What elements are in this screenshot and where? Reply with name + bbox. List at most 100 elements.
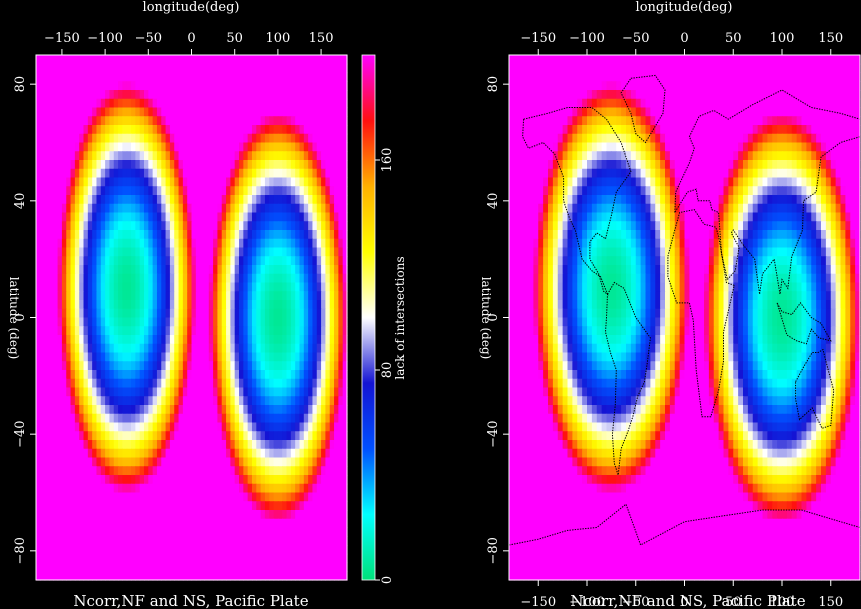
left-heatmap-cell bbox=[195, 466, 201, 476]
left-heatmap-cell bbox=[299, 492, 305, 502]
left-heatmap-cell bbox=[61, 90, 67, 100]
left-heatmap-cell bbox=[286, 160, 292, 170]
right-heatmap-cell bbox=[840, 98, 846, 109]
left-heatmap-cell bbox=[53, 256, 59, 266]
left-heatmap-cell bbox=[256, 553, 262, 564]
left-heatmap-cell bbox=[135, 308, 141, 319]
right-heatmap-cell bbox=[777, 63, 783, 74]
left-heatmap-cell bbox=[109, 518, 115, 529]
left-heatmap-cell bbox=[105, 335, 111, 345]
left-heatmap-cell bbox=[44, 475, 50, 485]
left-heatmap-cell bbox=[230, 291, 236, 301]
left-heatmap-cell bbox=[247, 116, 253, 126]
left-heatmap-cell bbox=[66, 221, 72, 231]
left-heatmap-cell bbox=[70, 186, 76, 196]
right-heatmap-cell bbox=[645, 98, 651, 109]
left-heatmap-cell bbox=[126, 186, 132, 196]
left-heatmap-cell bbox=[161, 431, 167, 441]
left-heatmap-cell bbox=[277, 107, 283, 117]
left-heatmap-cell bbox=[325, 501, 331, 511]
left-heatmap-cell bbox=[135, 186, 141, 196]
left-heatmap-cell bbox=[187, 55, 193, 65]
left-heatmap-cell bbox=[226, 501, 231, 511]
left-heatmap-cell bbox=[83, 448, 89, 459]
left-heatmap-cell bbox=[105, 81, 111, 91]
left-heatmap-cell bbox=[299, 326, 305, 336]
left-heatmap-cell bbox=[247, 457, 253, 467]
left-heatmap-cell bbox=[122, 475, 128, 485]
left-heatmap-cell bbox=[308, 221, 314, 231]
left-heatmap-cell bbox=[290, 431, 296, 441]
left-heatmap-cell bbox=[100, 492, 106, 502]
left-heatmap-cell bbox=[109, 265, 115, 275]
left-heatmap-cell bbox=[243, 466, 249, 476]
left-heatmap-cell bbox=[191, 571, 197, 581]
left-heatmap-cell bbox=[113, 90, 119, 100]
left-heatmap-cell bbox=[200, 212, 206, 222]
left-heatmap-cell bbox=[178, 238, 184, 249]
left-heatmap-cell bbox=[303, 177, 309, 187]
left-heatmap-cell bbox=[325, 221, 331, 231]
left-heatmap-cell bbox=[295, 142, 301, 152]
left-heatmap-cell bbox=[187, 247, 193, 257]
right-heatmap-cell bbox=[533, 55, 539, 65]
left-heatmap-cell bbox=[200, 177, 206, 187]
left-heatmap-cell bbox=[40, 571, 46, 581]
left-heatmap-cell bbox=[251, 343, 257, 354]
left-heatmap-cell bbox=[40, 160, 46, 170]
right-heatmap-cell bbox=[801, 90, 807, 100]
left-heatmap-cell bbox=[156, 186, 162, 196]
left-heatmap-cell bbox=[113, 221, 119, 231]
left-heatmap-cell bbox=[204, 510, 210, 520]
left-heatmap-cell bbox=[221, 256, 227, 266]
left-heatmap-cell bbox=[295, 55, 301, 65]
left-heatmap-cell bbox=[143, 475, 149, 485]
left-heatmap-cell bbox=[260, 81, 266, 91]
left-heatmap-cell bbox=[217, 256, 223, 266]
left-heatmap-cell bbox=[295, 545, 301, 555]
left-heatmap-cell bbox=[79, 431, 85, 441]
left-heatmap-cell bbox=[178, 125, 184, 135]
left-heatmap-cell bbox=[200, 282, 206, 292]
left-heatmap-cell bbox=[308, 133, 314, 144]
left-heatmap-cell bbox=[126, 571, 132, 581]
left-heatmap-cell bbox=[277, 562, 283, 572]
left-heatmap-cell bbox=[204, 571, 210, 581]
left-heatmap-cell bbox=[96, 107, 102, 117]
right-heatmap-cell bbox=[577, 90, 583, 100]
left-heatmap-cell bbox=[139, 63, 145, 74]
left-x-tick-label: −100 bbox=[87, 31, 123, 46]
left-heatmap-cell bbox=[290, 562, 296, 572]
left-heatmap-cell bbox=[325, 387, 331, 397]
left-heatmap-cell bbox=[61, 510, 67, 520]
left-heatmap-cell bbox=[105, 203, 111, 214]
left-heatmap-cell bbox=[113, 378, 119, 389]
left-heatmap-cell bbox=[143, 405, 149, 415]
left-heatmap-cell bbox=[66, 63, 72, 74]
left-heatmap-cell bbox=[100, 98, 106, 109]
left-heatmap-cell bbox=[191, 300, 197, 310]
left-heatmap-cell bbox=[338, 291, 344, 301]
left-heatmap-cell bbox=[191, 63, 197, 74]
left-heatmap-cell bbox=[234, 107, 240, 117]
left-heatmap-cell bbox=[264, 501, 270, 511]
left-heatmap-cell bbox=[83, 282, 89, 292]
left-heatmap-cell bbox=[316, 492, 322, 502]
left-heatmap-cell bbox=[174, 562, 180, 572]
right-heatmap-cell bbox=[684, 107, 690, 117]
left-heatmap-cell bbox=[118, 448, 123, 459]
left-heatmap-cell bbox=[251, 518, 257, 529]
left-heatmap-cell bbox=[217, 361, 223, 371]
left-heatmap-cell bbox=[92, 177, 98, 187]
left-heatmap-cell bbox=[338, 448, 344, 459]
left-heatmap-cell bbox=[290, 475, 296, 485]
right-heatmap-cell bbox=[694, 72, 700, 82]
left-heatmap-cell bbox=[122, 230, 128, 240]
left-heatmap-cell bbox=[156, 300, 162, 310]
left-heatmap-cell bbox=[122, 553, 128, 564]
right-heatmap-cell bbox=[587, 107, 593, 117]
left-heatmap-cell bbox=[74, 413, 80, 424]
left-heatmap-cell bbox=[295, 282, 301, 292]
left-heatmap-cell bbox=[74, 168, 80, 179]
left-heatmap-cell bbox=[321, 335, 326, 345]
